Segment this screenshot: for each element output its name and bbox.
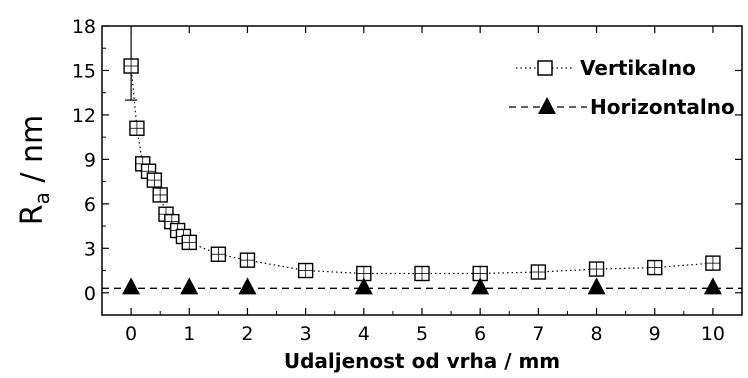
y-tick-label: 18 [72, 16, 96, 38]
legend-label-vertikalno: Vertikalno [580, 56, 696, 80]
legend-marker-vertikalno [537, 60, 553, 76]
x-tick-label: 0 [125, 323, 137, 345]
data-point-vertikalno [146, 172, 163, 188]
x-tick-label: 3 [300, 323, 312, 345]
y-tick-label: 12 [72, 105, 96, 127]
y-axis-title-unit: / nm [15, 115, 50, 192]
data-point-vertikalno [210, 246, 227, 262]
legend: Vertikalno Horizontalno [509, 56, 735, 119]
data-point-vertikalno [530, 264, 547, 280]
data-point-horizontalno [471, 277, 490, 295]
y-tick-label: 3 [84, 238, 96, 260]
data-point-horizontalno [587, 277, 606, 295]
data-point-vertikalno [239, 252, 256, 268]
data-point-horizontalno [703, 277, 722, 295]
x-tick-label: 1 [183, 323, 195, 345]
y-axis-title: Ra / nm [15, 115, 54, 226]
y-tick-label: 9 [84, 149, 96, 171]
data-point-vertikalno [647, 259, 663, 276]
x-axis-title: Udaljenost od vrha / mm [284, 349, 560, 373]
x-tick-label: 7 [532, 323, 544, 345]
data-point-vertikalno [129, 120, 145, 136]
y-axis-title-main: R [15, 204, 50, 225]
data-point-vertikalno [123, 58, 139, 74]
data-point-vertikalno [588, 261, 605, 277]
data-point-vertikalno [152, 187, 168, 203]
x-tick-label: 9 [649, 323, 661, 345]
data-point-vertikalno [297, 262, 314, 279]
x-tick-label: 4 [358, 323, 370, 345]
y-tick-label: 15 [72, 60, 96, 82]
legend-marker-horizontalno [538, 97, 556, 114]
x-tick-label: 8 [590, 323, 602, 345]
data-point-horizontalno [238, 277, 257, 295]
x-tick-label: 2 [241, 323, 253, 345]
legend-label-horizontalno: Horizontalno [590, 95, 735, 119]
data-point-horizontalno [354, 277, 373, 295]
data-point-vertikalno [356, 265, 372, 282]
data-point-horizontalno [122, 277, 141, 295]
data-point-horizontalno [180, 277, 199, 295]
y-axis-title-subscript: a [30, 192, 54, 204]
data-point-vertikalno [181, 234, 197, 251]
y-tick-label: 6 [84, 194, 96, 216]
y-tick-label: 0 [84, 283, 96, 305]
series-layer [102, 31, 742, 295]
data-point-vertikalno [705, 255, 721, 271]
x-tick-label: 10 [701, 323, 725, 345]
data-point-vertikalno [414, 265, 430, 282]
x-tick-label: 6 [474, 323, 486, 345]
x-tick-label: 5 [416, 323, 428, 345]
